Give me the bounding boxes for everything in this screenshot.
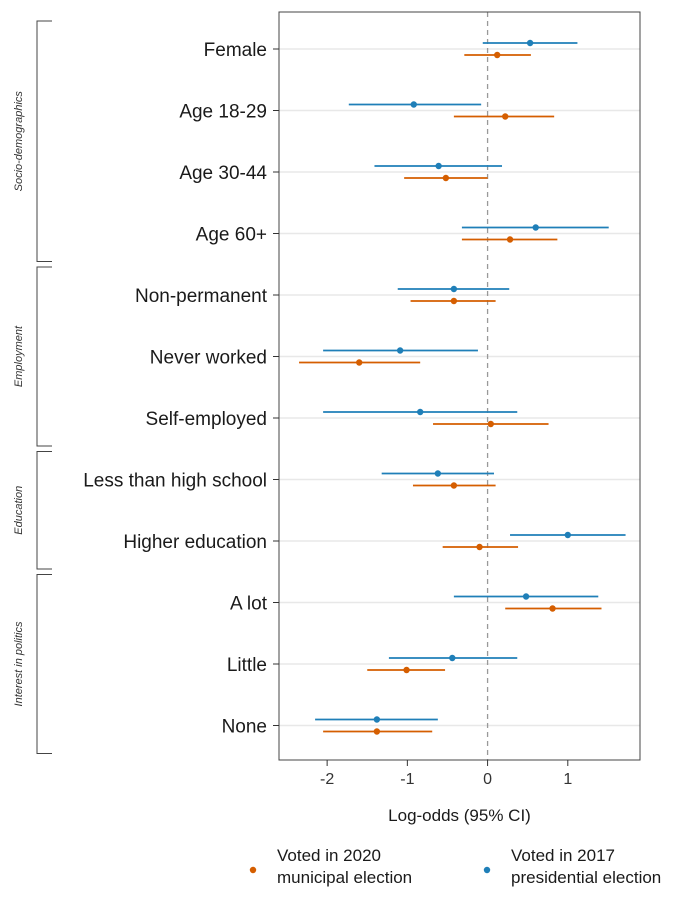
grid-layer (279, 48, 640, 727)
x-tick-label: -2 (320, 771, 334, 788)
point-estimate-age-60 (532, 224, 539, 231)
point-estimate-never-worked (396, 347, 404, 354)
confidence-intervals (299, 39, 626, 735)
legend-key-voted-in-2020-municipal-election (249, 866, 257, 874)
group-label-socio-demographics: Socio-demographics (13, 91, 25, 192)
point-estimate-female (526, 39, 534, 47)
group-employment: Employment (13, 266, 52, 447)
x-tick-label: 1 (563, 771, 572, 788)
category-label-non-permanent: Non-permanent (135, 286, 268, 307)
legend-label: Voted in 2017 (511, 846, 615, 865)
series-voted-in-2017-presidential-election (315, 39, 626, 723)
y-axis-ticks (273, 48, 279, 726)
group-brackets: Socio-demographics Employment Education Int… (13, 20, 52, 754)
point-estimate-higher-education (564, 531, 571, 539)
category-label-age-60: Age 60+ (196, 225, 267, 246)
point-estimate-age-18-29 (502, 113, 509, 120)
point-estimate-little (403, 666, 410, 674)
point-estimate-less-than-high-school (450, 482, 458, 489)
x-axis: -2 -1 0 1 (320, 760, 572, 788)
legend-item-voted-in-2020-municipal-election: Voted in 2020 municipal election (249, 846, 412, 887)
group-bracket (36, 20, 52, 262)
point-estimate-self-employed (487, 420, 494, 428)
point-estimate-higher-education (476, 543, 483, 551)
category-label-a-lot: A lot (230, 594, 268, 615)
group-label-education: Education (13, 486, 25, 535)
point-estimate-never-worked (356, 359, 363, 366)
legend-key-voted-in-2017-presidential-election (483, 866, 491, 874)
category-labels: Female Age 18-29 Age 30-44 Age 60+ Non-perma… (83, 40, 268, 738)
legend-label: presidential election (511, 868, 661, 887)
x-tick-label: 0 (483, 771, 492, 788)
category-label-never-worked: Never worked (150, 348, 267, 369)
x-axis-title: Log-odds (95% CI) (388, 806, 531, 825)
category-label-female: Female (204, 40, 267, 61)
group-bracket (36, 451, 52, 570)
category-label-little: Little (227, 655, 267, 676)
point-estimate-none (373, 716, 381, 723)
group-education: Education (13, 451, 52, 570)
group-bracket (36, 266, 52, 447)
category-label-none: None (222, 717, 267, 738)
category-label-less-than-high-school: Less than high school (83, 471, 267, 492)
category-label-age-18-29: Age 18-29 (179, 102, 267, 123)
point-estimate-age-30-44 (435, 162, 442, 170)
point-estimate-none (373, 728, 381, 735)
group-label-interest-in-politics: Interest in politics (13, 621, 25, 706)
point-estimate-little (449, 654, 456, 662)
legend-label: municipal election (277, 868, 412, 887)
point-estimate-age-18-29 (410, 101, 417, 108)
category-label-higher-education: Higher education (123, 532, 267, 553)
point-estimate-non-permanent (450, 285, 458, 293)
group-label-employment: Employment (13, 325, 25, 387)
legend-item-voted-in-2017-presidential-election: Voted in 2017 presidential election (483, 846, 661, 887)
legend-label: Voted in 2020 (277, 846, 381, 865)
point-estimate-a-lot (549, 605, 556, 612)
point-estimate-non-permanent (450, 297, 458, 305)
series-voted-in-2020-municipal-election (299, 51, 602, 735)
group-bracket (36, 574, 52, 754)
point-estimate-self-employed (416, 408, 424, 416)
x-tick-label: -1 (400, 771, 414, 788)
group-socio-demographics: Socio-demographics (13, 20, 52, 262)
point-estimate-age-30-44 (442, 174, 450, 182)
point-estimate-a-lot (522, 593, 530, 600)
group-interest-in-politics: Interest in politics (13, 574, 52, 754)
point-estimate-female (494, 51, 501, 59)
point-estimate-less-than-high-school (434, 470, 442, 477)
plot-panel-border (278, 11, 641, 761)
point-estimate-age-60 (506, 236, 514, 243)
category-label-self-employed: Self-employed (146, 409, 267, 430)
category-label-age-30-44: Age 30-44 (179, 163, 267, 184)
